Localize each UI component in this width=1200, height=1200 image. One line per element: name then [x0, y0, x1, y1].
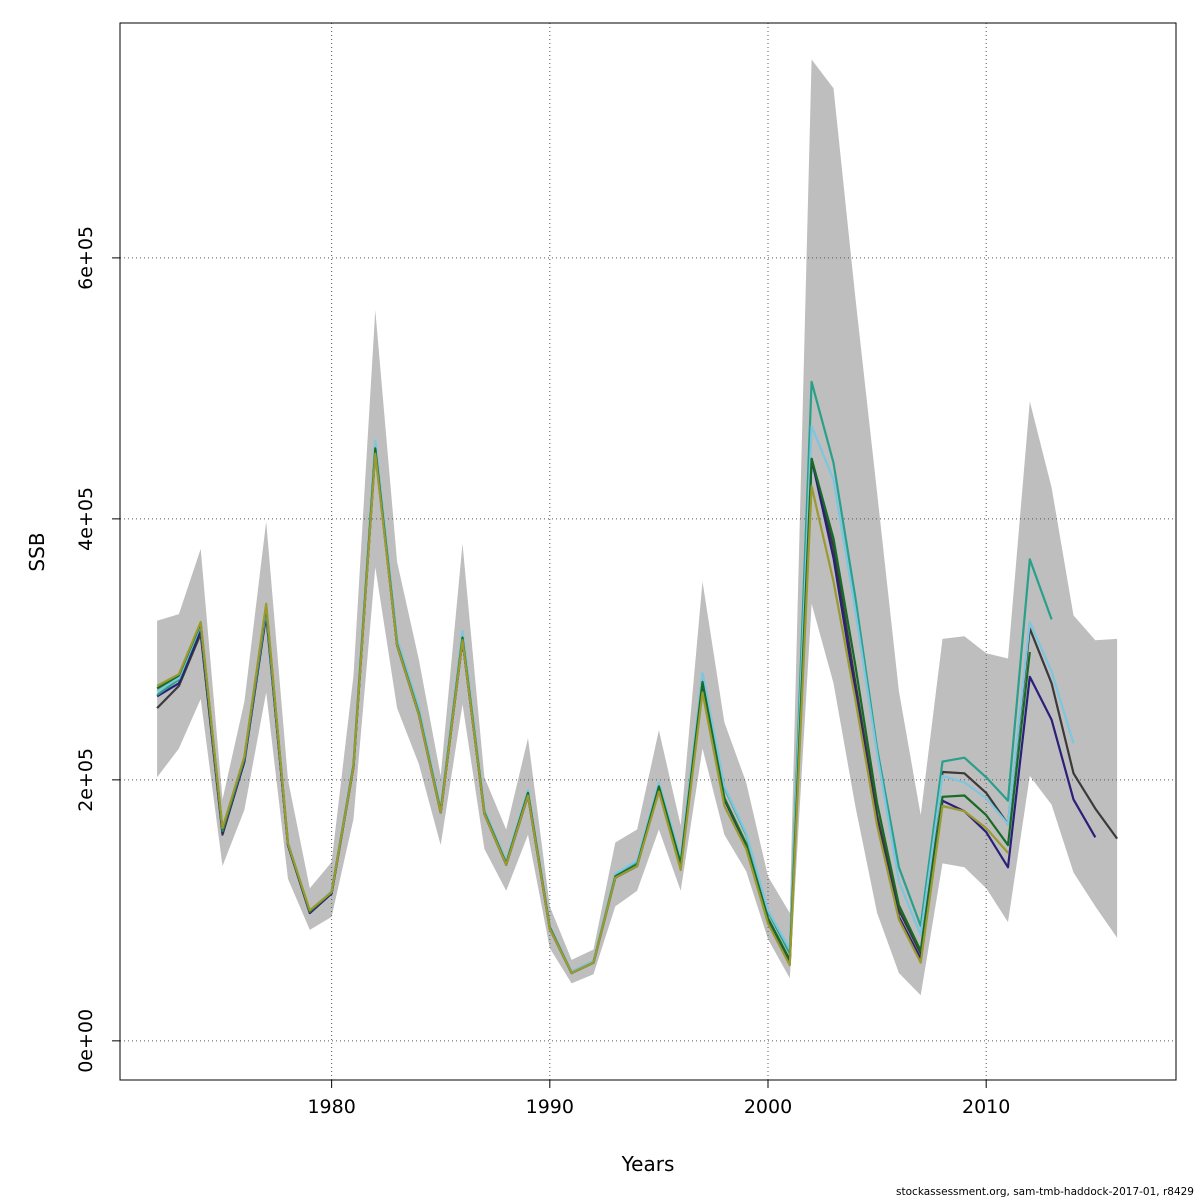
y-tick-label: 4e+05: [75, 487, 97, 551]
grid-layer: [120, 23, 1176, 1080]
series-line-6: [156, 452, 1009, 975]
x-tick-label: 1990: [526, 1096, 574, 1118]
series-layer: [156, 380, 1118, 975]
x-tick-label: 2000: [744, 1096, 792, 1118]
axis-layer: 1980 1990 2000 2010 0e+00 2e+05 4e+05 6e+05: [75, 226, 1010, 1118]
x-axis-title: Years: [621, 1152, 675, 1176]
y-tick-label: 2e+05: [75, 748, 97, 812]
plot-frame: [119, 22, 1177, 1081]
y-axis-title: SSB: [25, 532, 49, 571]
y-tick-label: 6e+05: [75, 226, 97, 290]
x-tick-label: 2010: [962, 1096, 1010, 1118]
footer-credit: stockassessment.org, sam-tmb-haddock-201…: [896, 1186, 1194, 1198]
x-tick-label: 1980: [307, 1096, 355, 1118]
confidence-band: [157, 59, 1118, 996]
y-tick-label: 0e+00: [75, 1009, 97, 1073]
confidence-band-layer: [157, 59, 1118, 996]
